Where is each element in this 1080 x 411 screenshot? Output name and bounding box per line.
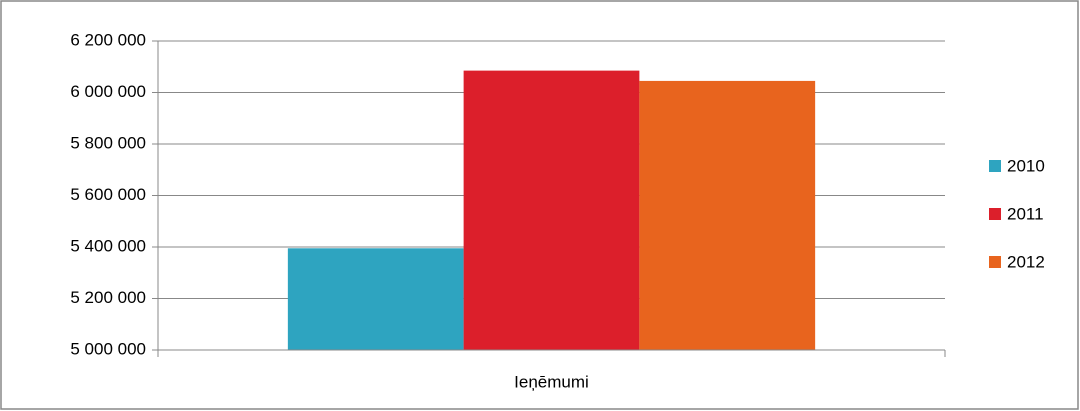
y-tick-label: 6 200 000 [70, 30, 146, 49]
legend-swatch [989, 256, 1001, 268]
legend-swatch [989, 208, 1001, 220]
bar [639, 80, 816, 350]
bar [287, 248, 464, 350]
y-tick-label: 5 400 000 [70, 236, 146, 255]
y-tick-label: 5 200 000 [70, 288, 146, 307]
y-tick-label: 5 800 000 [70, 133, 146, 152]
y-tick-label: 6 000 000 [70, 82, 146, 101]
x-tick-label: Ieņēmumi [514, 372, 589, 391]
y-tick-label: 5 600 000 [70, 185, 146, 204]
bar [463, 70, 640, 351]
y-tick-label: 5 000 000 [70, 339, 146, 358]
legend-label: 2012 [1007, 252, 1045, 271]
legend-label: 2011 [1007, 204, 1044, 223]
legend-swatch [989, 160, 1001, 172]
legend-label: 2010 [1007, 156, 1045, 175]
